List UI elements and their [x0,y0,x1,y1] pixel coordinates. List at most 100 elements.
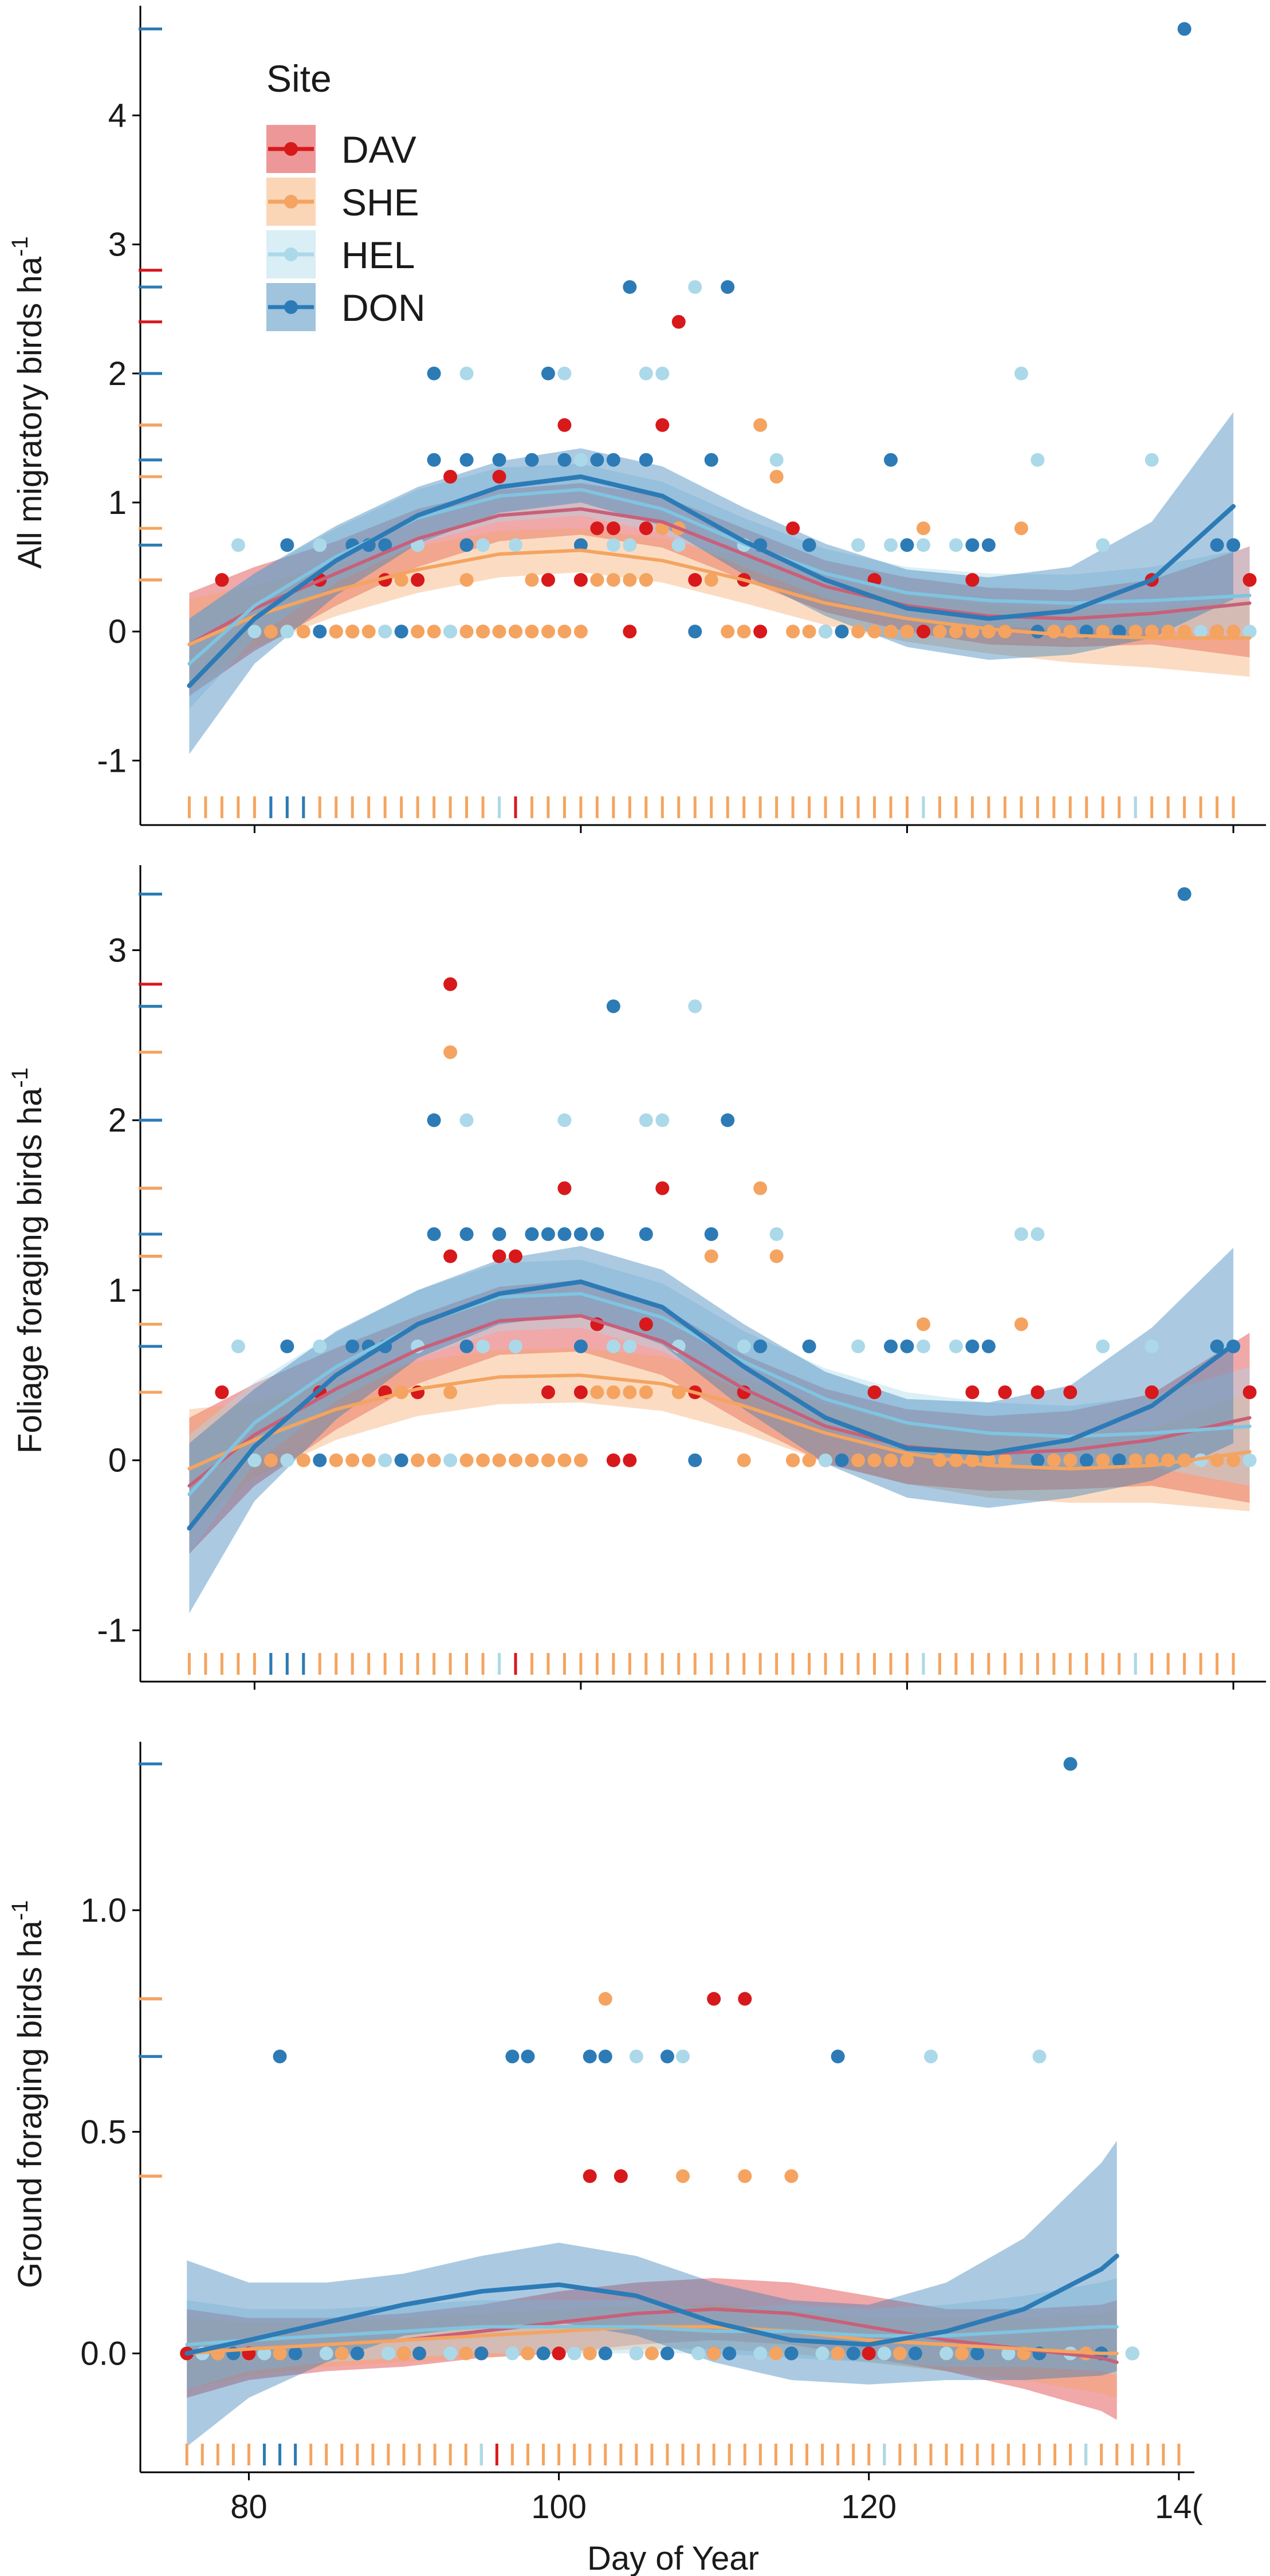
point-she [361,625,376,639]
point-dav [965,1385,980,1399]
confidence-band-don [189,412,1233,755]
point-hel [313,1339,327,1353]
point-dav [509,1249,522,1263]
point-dav [688,573,702,587]
point-don [639,453,653,467]
point-she [623,573,637,587]
point-dav [623,625,637,639]
point-she [1129,625,1143,639]
point-hel [639,366,653,380]
point-dav [671,315,686,329]
point-dav [862,2346,876,2361]
point-she [916,1317,930,1332]
point-dav [707,1992,721,2006]
point-don [557,1227,572,1241]
point-she [1096,1453,1110,1467]
y-tick-label: 1 [108,1272,127,1309]
point-she [753,1181,768,1195]
point-she [623,1385,637,1399]
point-hel [509,1339,522,1353]
y-tick-label: 3 [108,932,127,969]
point-she [639,1385,653,1399]
point-she [273,2346,287,2361]
point-don [525,1227,539,1241]
point-hel [378,625,392,639]
point-don [378,538,392,552]
point-don [1210,538,1224,552]
legend-dot-she [284,195,298,209]
point-don [784,2346,799,2361]
point-she [786,625,800,639]
point-don [521,2049,535,2064]
point-she [476,1453,490,1467]
point-don [412,2346,427,2361]
point-don [721,280,735,294]
y-tick-label: 1 [108,484,127,521]
point-hel [671,538,686,552]
point-dav [639,521,653,536]
y-tick-label: 1.0 [80,1892,127,1929]
y-tick-label: 0.5 [80,2114,127,2151]
point-she [492,625,506,639]
point-hel [1096,538,1110,552]
point-don [573,1227,588,1241]
y-tick-label: 0 [108,613,127,650]
point-she [557,1453,572,1467]
point-hel [280,1453,294,1467]
point-hel [1243,1453,1257,1467]
point-hel [623,1339,637,1353]
point-don [598,2049,612,2064]
point-she [933,625,947,639]
y-tick-label: -1 [97,1612,127,1649]
panel-ground-foraging: 0.0 0.5 1.0 80 100 120 14(Ground foraging bird… [7,1742,1203,2576]
point-don [280,538,294,552]
point-dav [541,573,555,587]
point-she [590,1385,604,1399]
point-hel [557,1113,572,1128]
point-don [639,1227,653,1241]
smooth-line-she [187,548,1252,646]
point-she [459,573,474,587]
point-she [737,625,751,639]
point-she [443,1045,458,1059]
legend-dot-hel [284,248,298,261]
point-she [583,2346,597,2361]
point-dav [753,625,768,639]
point-hel [949,538,963,552]
point-hel [676,2049,690,2064]
point-hel [280,625,294,639]
point-she [459,1453,474,1467]
point-dav [1031,1385,1045,1399]
point-hel [815,2346,829,2361]
point-don [505,2049,520,2064]
point-don [459,453,474,467]
point-hel [567,2346,581,2361]
point-dav [443,1249,458,1263]
point-dav [1243,1385,1257,1399]
point-hel [381,2346,395,2361]
point-she [606,573,620,587]
point-don [900,1339,914,1353]
smooth-line-hel [185,2325,1119,2347]
point-don [846,2346,860,2361]
point-dav [552,2346,566,2361]
point-don [884,1339,898,1353]
point-she [900,625,914,639]
point-dav [583,2169,597,2184]
point-hel [884,538,898,552]
point-she [1014,1317,1028,1332]
point-she [521,2346,535,2361]
point-hel [629,2049,643,2064]
point-don [981,1339,996,1353]
point-don [981,538,996,552]
point-don [1112,625,1126,639]
x-axis-title: Day of Year [587,2540,759,2576]
point-dav [557,418,572,432]
point-she [345,625,360,639]
point-don [1112,1453,1126,1467]
point-she [573,1453,588,1467]
point-she [1063,1453,1078,1467]
point-don [1226,538,1241,552]
point-don [459,1227,474,1241]
